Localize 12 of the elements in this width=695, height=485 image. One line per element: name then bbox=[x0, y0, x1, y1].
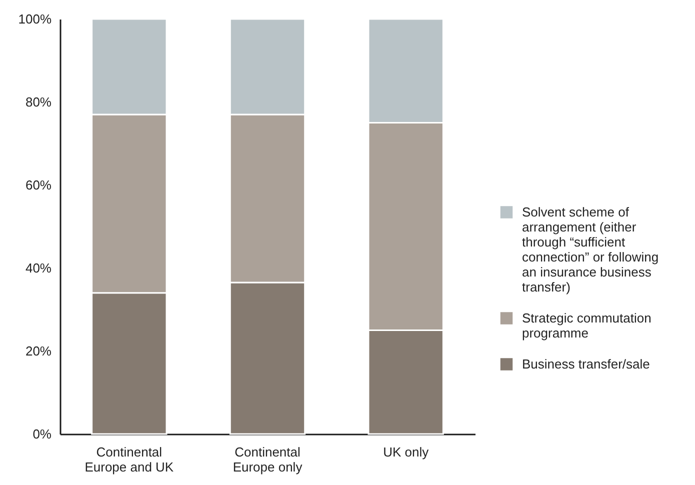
legend-label: Business transfer/sale bbox=[522, 356, 650, 372]
x-tick-label: UK only bbox=[383, 444, 430, 460]
x-tick-label: Continental Europe and UK bbox=[84, 444, 174, 474]
y-tick-label: 0% bbox=[32, 426, 52, 442]
legend-label: Strategic commutation programme bbox=[522, 310, 652, 340]
y-tick-label: 60% bbox=[25, 178, 52, 192]
x-tick-label: Continental Europe only bbox=[232, 444, 303, 474]
y-tick-label: 100% bbox=[18, 12, 52, 26]
y-tick-label: 40% bbox=[25, 260, 52, 276]
y-tick-label: 20% bbox=[25, 344, 52, 358]
y-tick-label: 80% bbox=[25, 94, 52, 110]
legend-label: Solvent scheme of arrangement (either through “sufficient connection” or following an insurance business transfer) bbox=[522, 204, 659, 294]
